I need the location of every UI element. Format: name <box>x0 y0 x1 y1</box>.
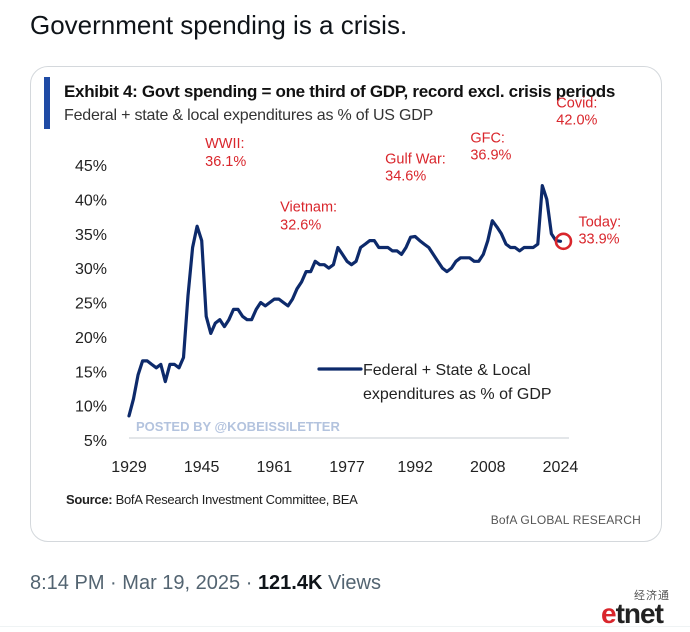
line-chart: 5%10%15%20%25%30%35%40%45% 1929 1945 1961 1… <box>75 96 621 476</box>
y-tick-label: 35% <box>75 227 107 244</box>
legend-label-line2: expenditures as % of GDP <box>363 386 552 403</box>
annotation-value: 32.6% <box>280 218 321 234</box>
annotation-value: 42.0% <box>556 113 597 129</box>
y-tick-label: 30% <box>75 261 107 278</box>
meta-separator: · <box>110 572 117 594</box>
annotation-label: WWII: <box>205 136 244 152</box>
views-count: 121.4K <box>257 572 323 594</box>
x-tick-label: 1977 <box>329 459 365 476</box>
y-tick-label: 5% <box>84 433 107 450</box>
y-tick-label: 15% <box>75 364 107 381</box>
y-axis: 5% 10% 15% 20% 25% 30% 35% 40% 45% <box>75 158 107 450</box>
x-tick-label: 1945 <box>184 459 220 476</box>
y-tick-label: 20% <box>75 330 107 347</box>
series-line <box>127 184 563 418</box>
x-axis: 1929 1945 1961 1977 1992 2008 2024 <box>111 437 579 476</box>
x-tick-label: 2008 <box>470 459 506 476</box>
etnet-logo: etnet <box>601 598 664 630</box>
tweet-time[interactable]: 8:14 PM <box>30 572 105 594</box>
x-tick-label: 1992 <box>397 459 433 476</box>
x-tick-label: 1929 <box>111 459 147 476</box>
views-label: Views <box>328 572 381 594</box>
annotation-value: 34.6% <box>385 169 426 185</box>
etnet-logo-chinese: 经济通 <box>634 590 670 602</box>
source-label: Source: <box>66 492 113 507</box>
y-tick-label: 45% <box>75 158 107 175</box>
today-marker-circle <box>554 232 573 251</box>
annotation-label: Gulf War: <box>385 152 446 168</box>
annotation-label: Vietnam: <box>280 200 337 216</box>
source-note: Source: BofA Research Investment Committ… <box>66 492 358 507</box>
annotation-value: 33.9% <box>578 231 619 247</box>
legend-label-line1: Federal + State & Local <box>363 362 531 379</box>
y-tick-label: 25% <box>75 296 107 313</box>
divider <box>0 626 690 627</box>
x-tick-label: 1961 <box>257 459 293 476</box>
annotation-label: Covid: <box>556 96 597 112</box>
annotation-label: Today: <box>578 214 621 230</box>
research-label: BofA GLOBAL RESEARCH <box>490 513 641 527</box>
source-text: BofA Research Investment Committee, BEA <box>115 492 358 507</box>
annotations: WWII: 36.1% Vietnam: 32.6% Gulf War:34.6% GFC… <box>205 96 621 251</box>
chart-subtitle: Federal + state & local expenditures as … <box>64 107 434 124</box>
annotation-value: 36.1% <box>205 154 246 170</box>
annotation-value: 36.9% <box>470 148 511 164</box>
x-tick-label: 2024 <box>543 459 579 476</box>
tweet-meta: 8:14 PM · Mar 19, 2025 · 121.4K Views <box>30 572 381 595</box>
etnet-logo-rest: tnet <box>615 598 664 629</box>
y-tick-label: 10% <box>75 399 107 416</box>
annotation-label: GFC: <box>470 131 505 147</box>
meta-separator-2: · <box>245 572 253 594</box>
watermark: POSTED BY @KOBEISSILETTER <box>136 419 340 434</box>
chart-card[interactable]: Exhibit 4: Govt spending = one third of … <box>30 66 662 542</box>
etnet-logo-e: e <box>601 598 617 629</box>
y-tick-label: 40% <box>75 192 107 209</box>
accent-bar <box>44 77 50 129</box>
chart-title: Exhibit 4: Govt spending = one third of … <box>64 82 616 101</box>
legend: Federal + State & Local expenditures as %… <box>317 362 552 403</box>
tweet-date[interactable]: Mar 19, 2025 <box>122 572 241 594</box>
tweet-text: Government spending is a crisis. <box>30 10 408 40</box>
